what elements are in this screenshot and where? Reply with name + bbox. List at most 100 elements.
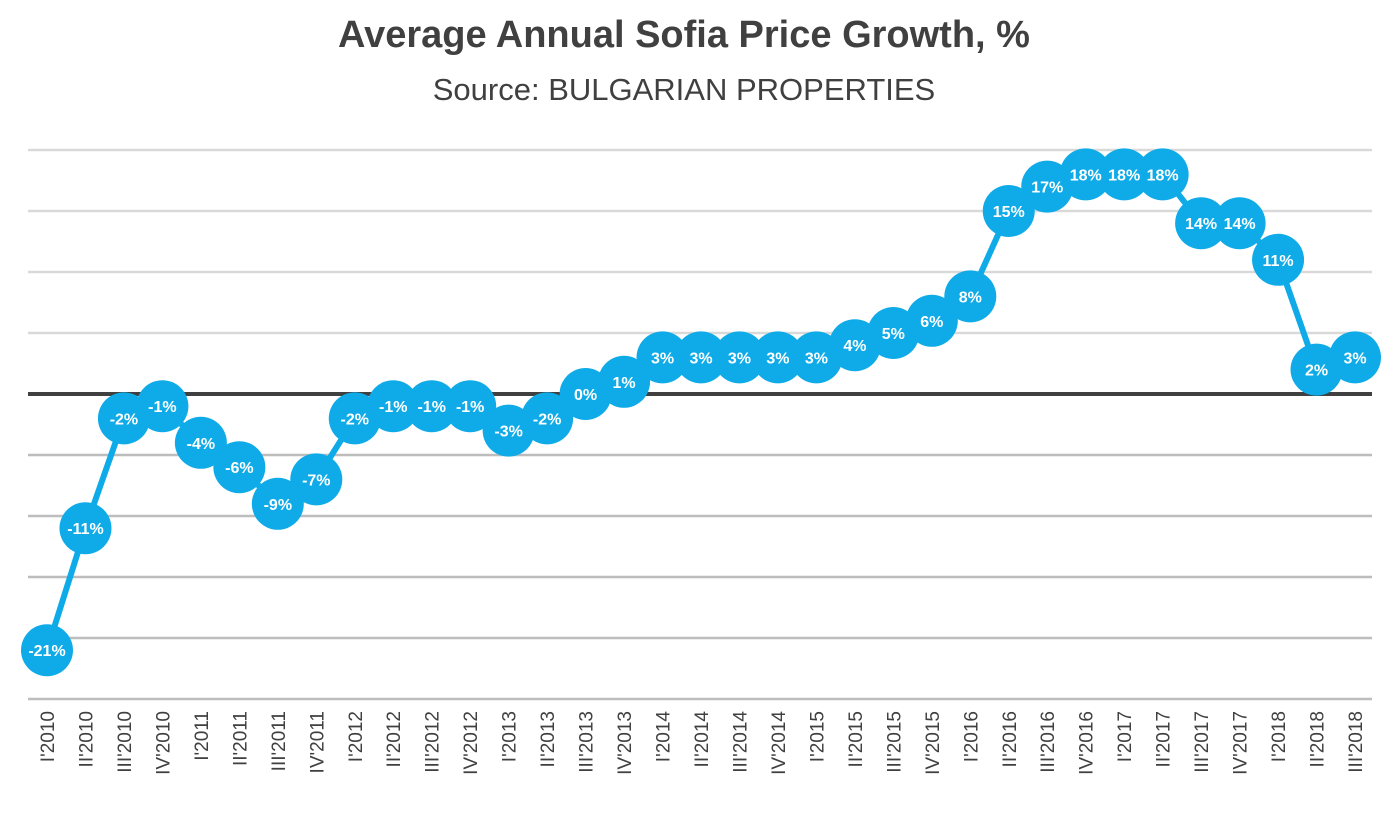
data-point xyxy=(405,380,458,433)
x-tick-label: I'2014 xyxy=(654,711,675,763)
x-tick-label: I'2011 xyxy=(192,711,213,761)
data-point xyxy=(636,331,689,384)
x-tick-label: II'2011 xyxy=(230,711,251,766)
data-label: -7% xyxy=(302,472,330,489)
x-tick-label: II'2013 xyxy=(538,711,559,767)
data-point xyxy=(1175,197,1228,250)
x-tick-label: II'2012 xyxy=(384,711,405,767)
data-label: -1% xyxy=(379,399,407,416)
x-tick-label: I'2018 xyxy=(1269,711,1290,762)
x-tick-label: II'2018 xyxy=(1308,711,1329,767)
x-tick-label: III'2015 xyxy=(884,711,905,773)
data-point xyxy=(1252,233,1305,286)
data-label: 5% xyxy=(882,326,905,343)
data-label: 18% xyxy=(1070,167,1102,184)
data-label: 3% xyxy=(728,350,751,367)
data-point xyxy=(598,355,651,408)
series-line xyxy=(44,171,1356,652)
data-point xyxy=(21,624,73,677)
x-tick-label: IV'2014 xyxy=(769,711,790,775)
data-point xyxy=(1213,197,1266,250)
x-tick-label: II'2010 xyxy=(76,711,97,767)
data-point xyxy=(1329,331,1381,384)
data-label: 1% xyxy=(612,375,635,392)
data-label: 11% xyxy=(1262,253,1293,270)
data-label: 2% xyxy=(1305,363,1328,380)
x-tick-label: IV'2011 xyxy=(307,711,328,773)
data-point xyxy=(444,380,497,433)
data-label: -2% xyxy=(533,411,561,428)
x-tick-label: III'2011 xyxy=(269,711,290,771)
x-tick-label: II'2017 xyxy=(1154,711,1175,767)
data-label: -1% xyxy=(148,399,176,416)
data-point xyxy=(174,416,227,469)
x-tick-label: IV'2015 xyxy=(923,711,944,775)
x-tick-label: III'2016 xyxy=(1038,711,1059,773)
data-label: 3% xyxy=(805,350,828,367)
data-point xyxy=(367,380,420,433)
data-label: -3% xyxy=(494,424,522,441)
data-label: 0% xyxy=(574,387,597,404)
chart-subtitle: Source: BULGARIAN PROPERTIES xyxy=(432,72,936,107)
x-tick-label: I'2016 xyxy=(961,711,982,762)
x-tick-label: I'2015 xyxy=(807,711,828,762)
data-point xyxy=(213,441,266,494)
data-label: 15% xyxy=(993,204,1025,221)
x-tick-label: I'2010 xyxy=(38,711,59,762)
data-label: 3% xyxy=(651,350,674,367)
x-tick-label: II'2014 xyxy=(692,711,713,768)
x-tick-label: III'2014 xyxy=(730,711,751,773)
data-point xyxy=(251,477,304,530)
x-tick-label: III'2017 xyxy=(1192,711,1213,773)
data-label: -4% xyxy=(187,436,215,453)
data-label: -6% xyxy=(225,460,253,477)
data-label: 14% xyxy=(1185,216,1217,233)
x-tick-label: III'2012 xyxy=(423,711,444,773)
data-label: -21% xyxy=(28,643,65,660)
data-point xyxy=(751,331,804,384)
data-point xyxy=(905,294,958,347)
data-point xyxy=(713,331,766,384)
x-tick-label: IV'2016 xyxy=(1077,711,1098,775)
data-point xyxy=(521,392,574,445)
x-tick-label: I'2012 xyxy=(346,711,367,762)
x-tick-label: II'2015 xyxy=(846,711,867,767)
data-label: -11% xyxy=(67,521,103,538)
data-label: 18% xyxy=(1147,167,1179,184)
x-tick-label: III'2010 xyxy=(115,711,136,773)
data-label: -2% xyxy=(110,411,138,428)
x-tick-label: II'2016 xyxy=(1000,711,1021,767)
data-label: 3% xyxy=(689,350,712,367)
x-tick-label: III'2018 xyxy=(1346,711,1367,773)
x-tick-label: I'2013 xyxy=(500,711,521,762)
data-label: 4% xyxy=(843,338,866,355)
data-label: 18% xyxy=(1108,167,1140,184)
data-point xyxy=(59,502,112,555)
data-label: 17% xyxy=(1031,180,1063,197)
data-label: 3% xyxy=(1343,350,1366,367)
data-label: 14% xyxy=(1224,216,1256,233)
data-label: -9% xyxy=(264,497,292,514)
data-point xyxy=(290,453,343,506)
data-point xyxy=(944,270,997,323)
data-label: 3% xyxy=(766,350,789,367)
data-label: 8% xyxy=(959,289,982,306)
x-tick-label: IV'2017 xyxy=(1231,711,1252,775)
x-tick-label: IV'2010 xyxy=(153,711,174,775)
x-tick-label: IV'2012 xyxy=(461,711,482,775)
data-point xyxy=(982,185,1035,237)
data-label: -1% xyxy=(456,399,484,416)
data-point xyxy=(675,331,727,384)
data-label: 6% xyxy=(920,314,943,331)
data-label: -2% xyxy=(341,411,369,428)
x-tick-label: IV'2013 xyxy=(615,711,636,775)
chart-title: Average Annual Sofia Price Growth, % xyxy=(338,14,1030,56)
data-point xyxy=(1136,148,1189,201)
data-label: -1% xyxy=(417,399,445,416)
data-point xyxy=(1059,148,1112,201)
data-point xyxy=(1098,148,1151,201)
x-tick-label: III'2013 xyxy=(577,711,598,773)
x-tick-label: I'2017 xyxy=(1115,711,1136,762)
data-point xyxy=(136,380,189,433)
